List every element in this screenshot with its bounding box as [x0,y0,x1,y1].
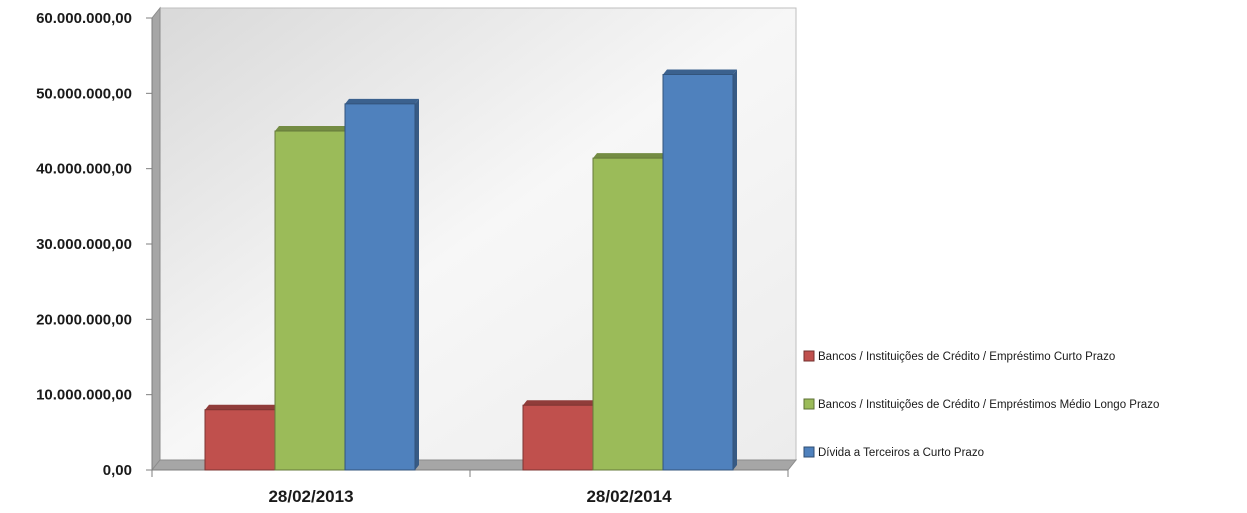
x-category-labels: 28/02/2013 28/02/2014 [268,487,672,506]
bar [592,153,667,471]
bar-front [344,103,416,471]
y-tick-label: 40.000.000,00 [36,161,132,178]
bar-front [522,404,594,471]
bar-top [523,400,597,406]
legend-item: Bancos / Instituições de Crédito / Empré… [803,398,1159,411]
legend-swatch [803,350,815,362]
x-category-label: 28/02/2014 [586,487,672,506]
y-tick-label: 0,00 [103,462,132,479]
y-tick-label: 10.000.000,00 [36,387,132,404]
bar-top [205,404,279,410]
bar [204,404,279,471]
bar-side [733,69,737,470]
legend-label: Bancos / Instituições de Crédito / Empré… [818,399,1159,411]
bar-top [593,153,667,159]
bar-front [662,74,734,471]
y-tick-label: 30.000.000,00 [36,236,132,253]
bar [274,126,349,471]
bar [522,400,597,471]
bar-front [592,157,664,471]
x-category-label: 28/02/2013 [268,487,353,506]
bar-front [204,409,276,471]
bar-top [663,69,737,75]
y-tick-label: 60.000.000,00 [36,10,132,27]
bar-top [275,126,349,131]
y-tick-labels: 0,00 10.000.000,00 20.000.000,00 30.000.000… [36,10,132,479]
legend-label: Bancos / Instituições de Crédito / Empré… [818,351,1115,363]
legend-item: Dívida a Terceiros a Curto Prazo [803,446,984,459]
legend-item: Bancos / Instituições de Crédito / Empré… [803,350,1115,363]
y-tick-label: 20.000.000,00 [36,311,132,328]
bar-top [345,98,419,104]
bar [344,98,419,471]
bar-front [274,130,346,471]
legend: Bancos / Instituições de Crédito / Empré… [803,350,1159,459]
legend-label: Dívida a Terceiros a Curto Prazo [818,447,984,459]
side-wall [151,6,161,472]
legend-swatch [803,398,815,410]
bars [204,69,737,471]
bar-side [415,98,419,470]
legend-swatch [803,446,815,458]
y-tick-label: 50.000.000,00 [36,85,132,102]
bar [662,69,737,471]
